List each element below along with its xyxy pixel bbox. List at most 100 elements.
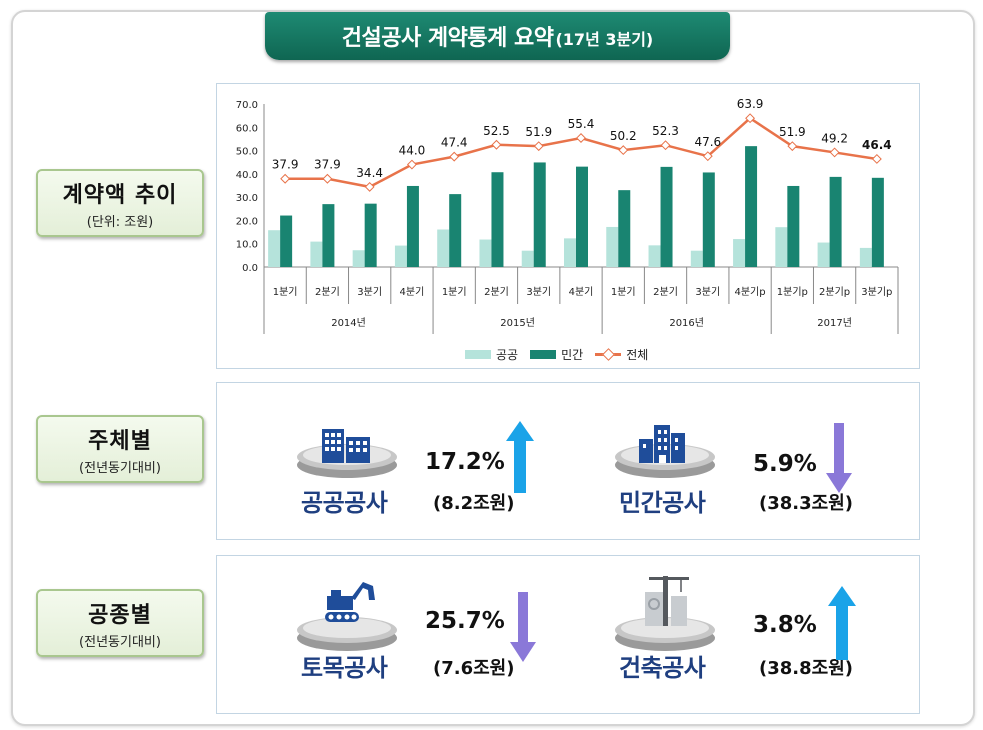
y-tick-label: 30.0	[236, 193, 258, 204]
legend-item-total: 전체	[595, 346, 648, 363]
x-tick-label: 3분기p	[861, 286, 892, 298]
client-panel: 공공공사 17.2% (8.2조원) 민간공사 5.9% (38.3조원)	[216, 382, 920, 540]
data-label-total: 34.4	[356, 166, 383, 180]
bar-private	[491, 172, 504, 267]
construction-crane-icon	[645, 576, 689, 626]
pedestal	[297, 617, 397, 651]
client-sublabel: (전년동기대비)	[79, 460, 161, 476]
year-label: 2016년	[669, 317, 704, 329]
x-tick-label: 3분기	[695, 286, 720, 298]
year-label: 2017년	[817, 317, 852, 329]
data-label-total: 63.9	[737, 97, 764, 111]
chart-legend: 공공 민간 전체	[465, 346, 660, 363]
building-up-arrow-icon	[828, 586, 856, 660]
bar-public	[310, 241, 323, 267]
bar-private	[322, 204, 335, 267]
bar-private	[533, 162, 546, 267]
bar-private	[280, 215, 293, 267]
civil-works-amount: (7.6조원)	[433, 658, 515, 679]
bar-public	[648, 245, 661, 267]
bar-public	[521, 250, 534, 267]
bar-public	[817, 242, 830, 267]
point-total	[533, 141, 544, 152]
title-banner: 건설공사 계약통계 요약 (17년 3분기)	[265, 12, 730, 60]
x-tick-label: 2분기	[484, 286, 509, 298]
legend-label-private: 민간	[561, 348, 584, 362]
bar-private	[618, 190, 631, 267]
office-buildings-icon	[322, 429, 370, 463]
data-label-total: 51.9	[779, 125, 806, 139]
point-total	[702, 151, 713, 162]
private-down-arrow-icon	[826, 423, 852, 493]
civil-works-pct: 25.7%	[425, 608, 505, 634]
x-tick-label: 2분기p	[819, 286, 850, 298]
x-tick-label: 2분기	[653, 286, 678, 298]
public-works-pct: 17.2%	[425, 449, 505, 475]
bar-public	[564, 238, 576, 267]
civil-works-name: 토목공사	[301, 654, 388, 682]
data-label-total: 47.4	[441, 136, 468, 150]
bar-public	[775, 227, 788, 267]
year-label: 2014년	[331, 317, 366, 329]
data-label-total: 55.4	[568, 117, 595, 131]
data-label-total: 49.2	[821, 131, 848, 145]
point-total	[322, 173, 333, 184]
legend-label-public: 공공	[496, 348, 519, 362]
contract-trend-chart: 70.0 60.0 50.0 40.0 30.0 20.0 10.0 0.0 37.9 37.9 3…	[236, 97, 899, 334]
client-section-label: 주체별 (전년동기대비)	[36, 415, 204, 483]
data-label-total: 47.6	[694, 135, 721, 149]
point-total	[829, 147, 840, 158]
x-tick-label: 2분기	[315, 286, 340, 298]
point-total	[576, 133, 586, 143]
y-tick-label: 60.0	[236, 123, 258, 134]
civil-down-arrow-icon	[510, 592, 536, 662]
point-total	[491, 139, 502, 150]
type-sublabel: (전년동기대비)	[79, 634, 161, 650]
type-panel: 토목공사 25.7% (7.6조원) 건축공사 3.8% (38.8조원)	[216, 555, 920, 714]
pedestal	[615, 617, 715, 651]
point-total	[406, 159, 417, 170]
trend-section-label: 계약액 추이 (단위: 조원)	[36, 169, 204, 237]
page-title: 건설공사 계약통계 요약	[341, 26, 554, 51]
bar-private	[829, 176, 842, 267]
y-tick-label: 50.0	[236, 147, 258, 158]
bar-private	[406, 185, 419, 267]
point-total	[449, 151, 460, 162]
data-label-total: 51.9	[525, 125, 552, 139]
public-works-name: 공공공사	[301, 489, 388, 517]
x-tick-label: 4분기	[569, 286, 594, 298]
y-tick-label: 0.0	[242, 263, 258, 274]
trend-label: 계약액 추이	[62, 182, 178, 208]
data-label-total: 52.5	[483, 124, 510, 138]
legend-swatch-private	[530, 350, 557, 359]
bar-public	[479, 239, 492, 267]
point-total	[618, 145, 629, 156]
legend-swatch-total	[595, 350, 622, 359]
trend-unit-label: (단위: 조원)	[86, 214, 154, 230]
type-section-label: 공종별 (전년동기대비)	[36, 589, 204, 657]
legend-item-public: 공공	[465, 346, 518, 363]
bar-private	[660, 166, 673, 267]
client-label: 주체별	[88, 428, 152, 454]
bar-public	[859, 247, 872, 267]
x-tick-label: 1분기	[611, 286, 636, 298]
private-works-amount: (38.3조원)	[759, 493, 853, 514]
data-label-total: 52.3	[652, 124, 679, 138]
private-works-pct: 5.9%	[753, 451, 817, 477]
x-tick-label: 1분기	[442, 286, 467, 298]
x-tick-label: 1분기p	[777, 286, 808, 298]
data-label-total: 50.2	[610, 129, 637, 143]
legend-swatch-public	[465, 350, 491, 359]
bar-private	[364, 203, 377, 267]
x-tick-label: 4분기p	[735, 286, 766, 298]
bar-public	[690, 250, 703, 267]
public-up-arrow-icon	[506, 421, 534, 493]
bar-public	[352, 250, 365, 267]
y-tick-label: 10.0	[236, 240, 258, 251]
y-tick-label: 70.0	[236, 100, 258, 111]
bar-public	[606, 226, 619, 267]
bar-private	[745, 146, 758, 267]
legend-item-private: 민간	[530, 346, 583, 363]
city-buildings-icon	[639, 425, 685, 463]
x-tick-label: 3분기	[357, 286, 382, 298]
